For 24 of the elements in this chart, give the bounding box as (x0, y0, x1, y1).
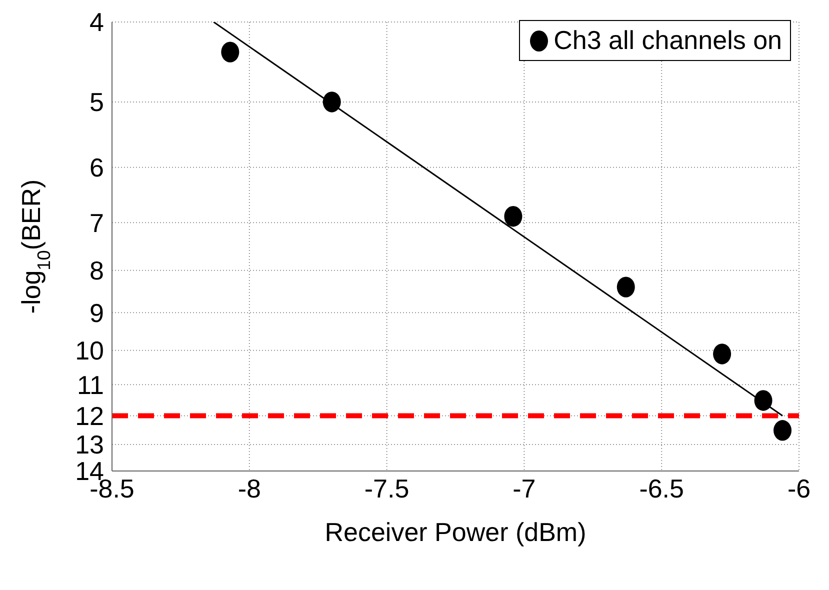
point (713, 344, 732, 364)
y-tick-label: 12 (75, 400, 104, 431)
y-tick-label: 13 (75, 430, 104, 460)
y-tick-label: 9 (90, 298, 104, 328)
point (616, 276, 635, 298)
x-tick-label: -6.5 (639, 473, 684, 504)
y-tick-label: 6 (90, 152, 104, 183)
point (504, 206, 522, 227)
y-tick-label: 8 (90, 256, 104, 286)
y-tick-label: 11 (77, 370, 104, 400)
x-tick-label: -7 (512, 473, 536, 504)
x-tick-label: -7.5 (364, 473, 410, 504)
point (774, 420, 792, 441)
y-tick-label: 4 (90, 7, 104, 38)
y-tick-label: 7 (90, 208, 104, 238)
x-tick-label: -8 (238, 473, 261, 504)
legend-label: Ch3 all channels on (554, 25, 782, 56)
y-tick-label: 10 (75, 336, 104, 366)
point (754, 390, 772, 411)
y-tick-label: 5 (90, 87, 104, 118)
x-tick-label: -6 (787, 473, 811, 504)
point (322, 92, 341, 112)
point (221, 42, 240, 62)
x-axis-title: Receiver Power (dBm) (324, 517, 586, 547)
